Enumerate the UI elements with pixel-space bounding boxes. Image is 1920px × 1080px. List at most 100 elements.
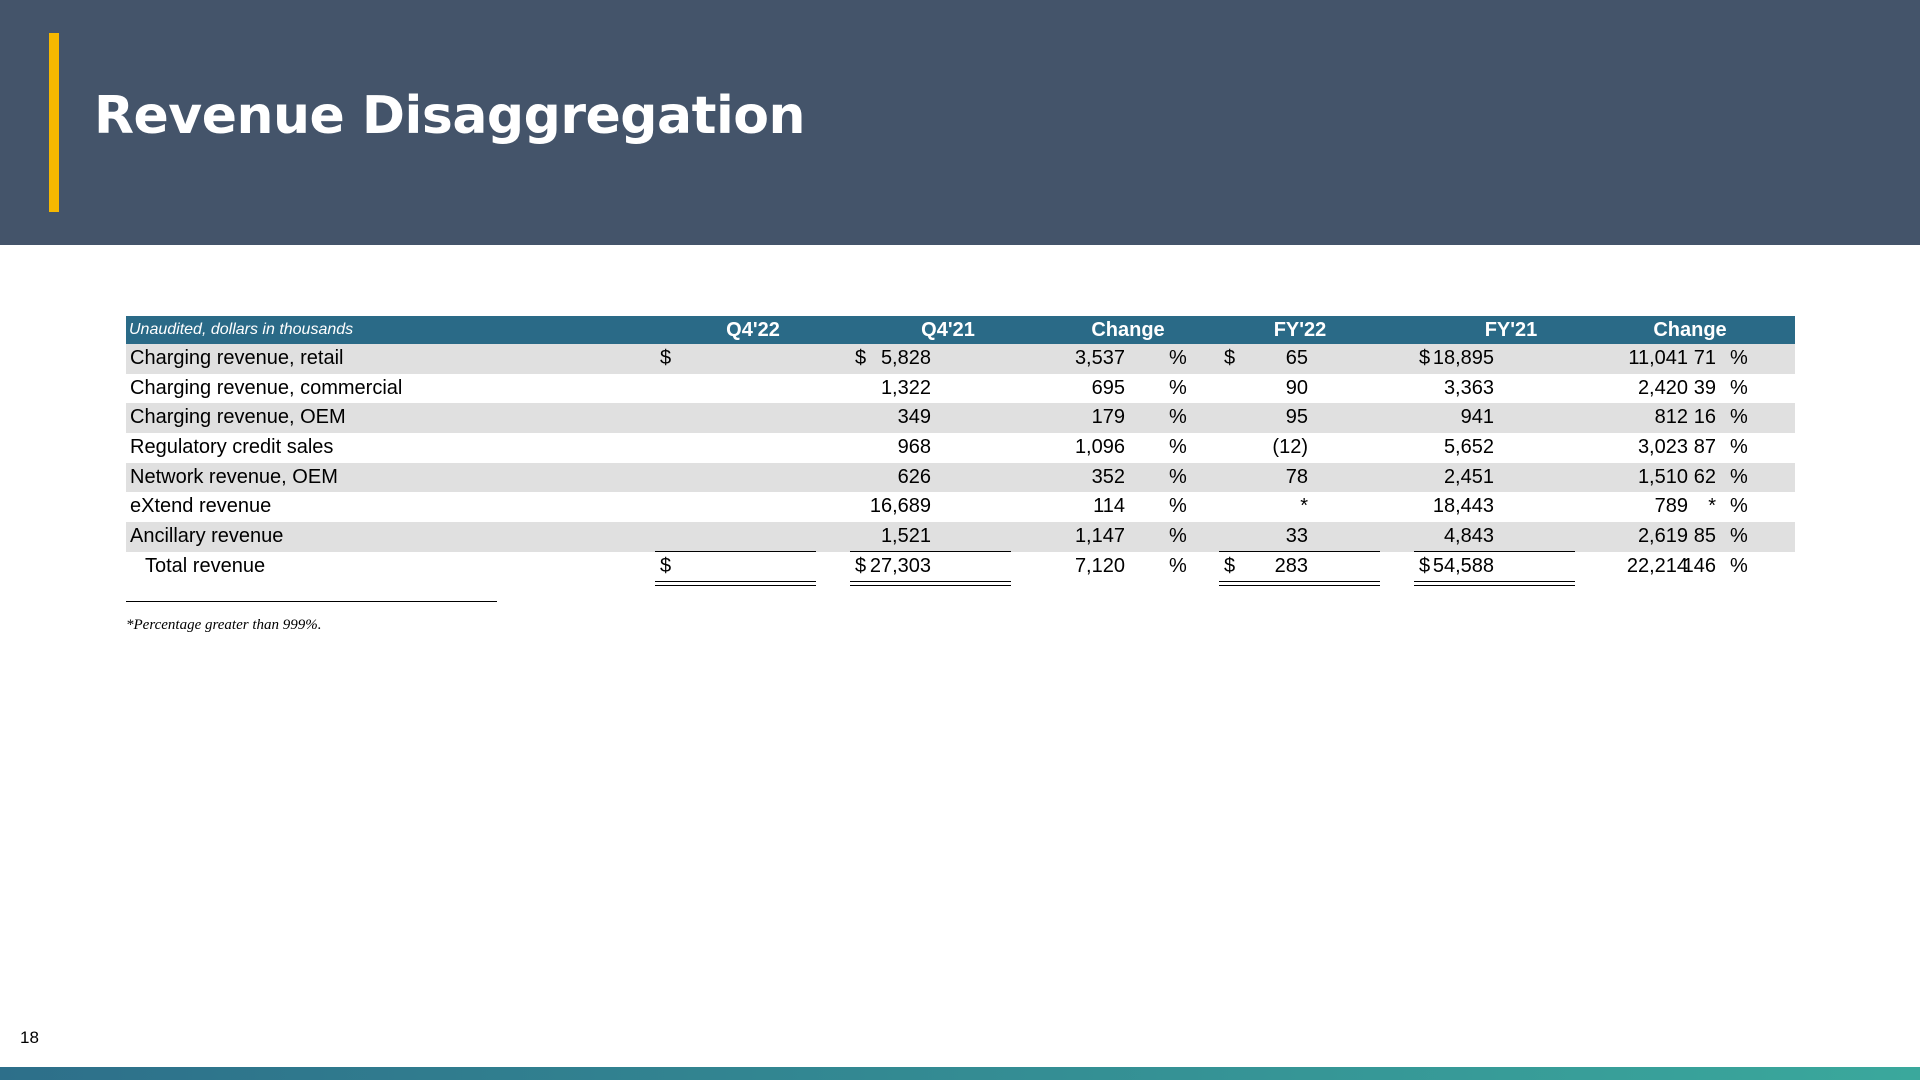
value-q4-21: 695 bbox=[1091, 376, 1125, 399]
header-q4-21: Q4'21 bbox=[921, 319, 975, 341]
value-change-year: * bbox=[1708, 495, 1716, 518]
value-q4-22: 16,689 bbox=[869, 495, 931, 518]
total-double-rule bbox=[1219, 580, 1380, 586]
currency-symbol: $ bbox=[660, 554, 672, 577]
page-number: 18 bbox=[20, 1028, 39, 1047]
table-row: Charging revenue, commercial 1,322 695 9… bbox=[126, 373, 1795, 404]
percent-symbol: % bbox=[1169, 465, 1187, 488]
percent-symbol: % bbox=[1730, 525, 1748, 548]
value-fy22: 18,895 bbox=[1432, 347, 1494, 369]
percent-symbol: % bbox=[1730, 376, 1748, 399]
value-change-year: 71 bbox=[1693, 347, 1716, 369]
table-row: Ancillary revenue 1,521 1,147 33 % 4,843… bbox=[126, 522, 1795, 553]
value-change-year: 16 bbox=[1693, 406, 1716, 429]
value-change-quarter: 78 bbox=[1285, 465, 1308, 488]
value-q4-22: 1,322 bbox=[880, 376, 931, 399]
total-change-quarter: 283 bbox=[1274, 554, 1308, 577]
accent-bar bbox=[49, 33, 59, 212]
value-change-year: 85 bbox=[1693, 525, 1716, 548]
value-fy21: 11,041 bbox=[1628, 347, 1688, 369]
value-q4-21: 114 bbox=[1093, 495, 1125, 518]
value-q4-21: 179 bbox=[1091, 406, 1125, 429]
percent-symbol: % bbox=[1169, 376, 1187, 399]
table-row: eXtend revenue 16,689 114 * % 18,443 789… bbox=[126, 492, 1795, 523]
value-change-year: 62 bbox=[1693, 465, 1716, 488]
header-change-quarter: Change bbox=[1091, 319, 1165, 341]
total-double-rule bbox=[1414, 580, 1575, 586]
value-q4-22: 1,521 bbox=[880, 525, 931, 548]
value-fy21: 1,510 bbox=[1637, 465, 1688, 488]
header-fy22: FY'22 bbox=[1273, 319, 1327, 341]
table-row: Charging revenue, retail $ 5,828 $ 3,537… bbox=[126, 344, 1795, 374]
value-change-quarter: 95 bbox=[1285, 406, 1308, 429]
value-q4-21: 352 bbox=[1091, 465, 1125, 488]
total-change-year: 146 bbox=[1682, 554, 1716, 577]
row-label: Ancillary revenue bbox=[130, 525, 284, 548]
subtotal-rule bbox=[1219, 551, 1380, 553]
subtotal-rule bbox=[850, 551, 1011, 553]
value-fy22: 3,363 bbox=[1443, 376, 1494, 399]
header-fy21: FY'21 bbox=[1484, 319, 1538, 341]
value-change-quarter: (12) bbox=[1272, 436, 1308, 459]
value-change-quarter: 33 bbox=[1285, 525, 1308, 548]
percent-symbol: % bbox=[1730, 406, 1748, 429]
percent-symbol: % bbox=[1730, 495, 1748, 518]
percent-symbol: % bbox=[1169, 436, 1187, 459]
value-fy21: 2,619 bbox=[1637, 525, 1688, 548]
row-label: Charging revenue, commercial bbox=[130, 376, 403, 399]
value-q4-21: 3,537 bbox=[1074, 347, 1125, 369]
header-change-year: Change bbox=[1653, 319, 1727, 341]
value-change-year: 39 bbox=[1693, 376, 1716, 399]
subtotal-rule bbox=[1414, 551, 1575, 553]
percent-symbol: % bbox=[1169, 347, 1187, 369]
percent-symbol: % bbox=[1730, 436, 1748, 459]
currency-symbol: $ bbox=[1419, 554, 1431, 577]
table-row: Network revenue, OEM 626 352 78 % 2,451 … bbox=[126, 462, 1795, 493]
value-q4-22: 349 bbox=[897, 406, 931, 429]
value-fy22: 18,443 bbox=[1432, 495, 1494, 518]
value-fy21: 789 bbox=[1654, 495, 1688, 518]
subtotal-rule bbox=[655, 551, 816, 553]
footnote: *Percentage greater than 999%. bbox=[126, 617, 322, 633]
row-label: Charging revenue, OEM bbox=[130, 406, 346, 429]
percent-symbol: % bbox=[1730, 465, 1748, 488]
value-change-year: 87 bbox=[1693, 436, 1716, 459]
row-label: Regulatory credit sales bbox=[130, 436, 334, 459]
header-q4-22: Q4'22 bbox=[726, 319, 780, 341]
row-label: Charging revenue, retail bbox=[130, 347, 344, 369]
value-q4-22: 626 bbox=[897, 465, 931, 488]
percent-symbol: % bbox=[1169, 495, 1187, 518]
currency-symbol: $ bbox=[855, 347, 867, 369]
total-q4-21: 7,120 bbox=[1074, 554, 1125, 577]
table-row: Charging revenue, OEM 349 179 95 % 941 8… bbox=[126, 403, 1795, 434]
percent-symbol: % bbox=[1169, 406, 1187, 429]
currency-symbol: $ bbox=[855, 554, 867, 577]
currency-symbol: $ bbox=[1224, 554, 1236, 577]
currency-symbol: $ bbox=[1419, 347, 1431, 369]
percent-symbol: % bbox=[1169, 525, 1187, 548]
percent-symbol: % bbox=[1730, 347, 1748, 369]
total-row: Total revenue $ 27,303 $ 7,120 283 % $ 5… bbox=[126, 551, 1795, 586]
row-label: Network revenue, OEM bbox=[130, 465, 338, 488]
revenue-table: Unaudited, dollars in thousands Q4'22 Q4… bbox=[126, 316, 1795, 586]
total-double-rule bbox=[850, 580, 1011, 586]
total-label: Total revenue bbox=[145, 554, 266, 577]
value-change-quarter: * bbox=[1300, 495, 1308, 518]
total-fy21: 22,214 bbox=[1626, 554, 1688, 577]
slide-header: Revenue Disaggregation bbox=[0, 0, 1920, 245]
table-header-row: Unaudited, dollars in thousands Q4'22 Q4… bbox=[126, 316, 1795, 344]
value-fy21: 2,420 bbox=[1637, 376, 1688, 399]
total-fy22: 54,588 bbox=[1432, 554, 1494, 577]
table-note: Unaudited, dollars in thousands bbox=[129, 321, 354, 338]
percent-symbol: % bbox=[1169, 554, 1187, 577]
slide-title: Revenue Disaggregation bbox=[94, 86, 806, 146]
total-q4-22: 27,303 bbox=[869, 554, 931, 577]
currency-symbol: $ bbox=[1224, 347, 1236, 369]
currency-symbol: $ bbox=[660, 347, 672, 369]
value-fy21: 3,023 bbox=[1637, 436, 1688, 459]
value-q4-21: 1,096 bbox=[1074, 436, 1125, 459]
table-row: Regulatory credit sales 968 1,096 (12) %… bbox=[126, 433, 1795, 463]
footnote-separator bbox=[126, 601, 497, 602]
value-fy22: 4,843 bbox=[1443, 525, 1494, 548]
value-q4-22: 968 bbox=[897, 436, 931, 459]
